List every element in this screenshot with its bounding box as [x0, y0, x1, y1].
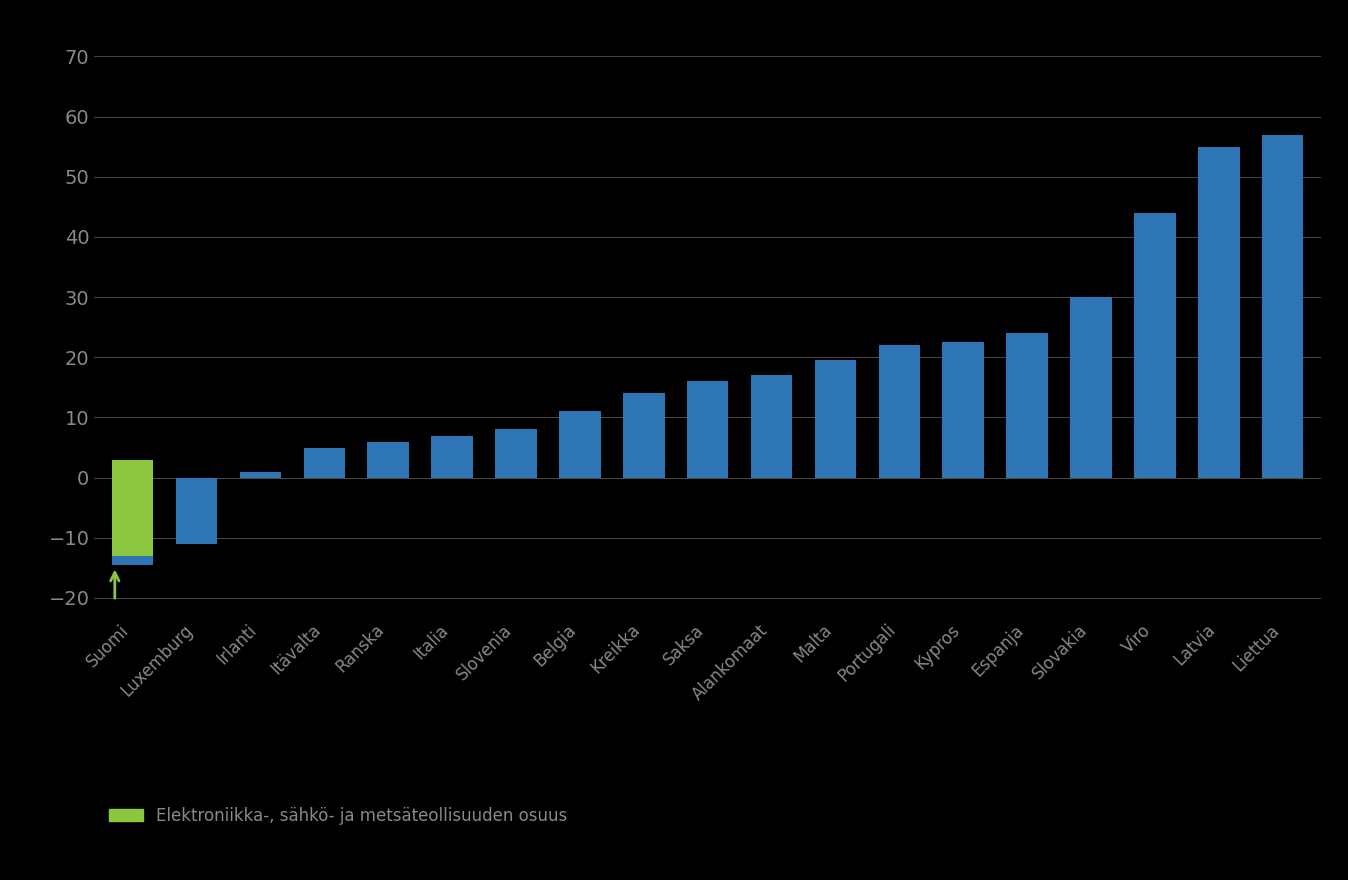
Bar: [942, 342, 984, 478]
Bar: [495, 429, 537, 478]
Bar: [112, 459, 154, 565]
Bar: [687, 381, 728, 478]
Bar: [1198, 147, 1240, 478]
Bar: [303, 448, 345, 478]
Bar: [175, 478, 217, 544]
Bar: [240, 472, 282, 478]
Bar: [1262, 135, 1304, 478]
Bar: [1007, 334, 1047, 478]
Bar: [814, 360, 856, 478]
Bar: [751, 376, 793, 478]
Bar: [368, 442, 408, 478]
Bar: [559, 412, 601, 478]
Bar: [879, 345, 921, 478]
Bar: [431, 436, 473, 478]
Bar: [1070, 297, 1112, 478]
Bar: [1134, 213, 1175, 478]
Legend: Elektroniikka-, sähkö- ja metsäteollisuuden osuus: Elektroniikka-, sähkö- ja metsäteollisuu…: [102, 801, 574, 832]
Bar: [623, 393, 665, 478]
Bar: [112, 556, 154, 565]
